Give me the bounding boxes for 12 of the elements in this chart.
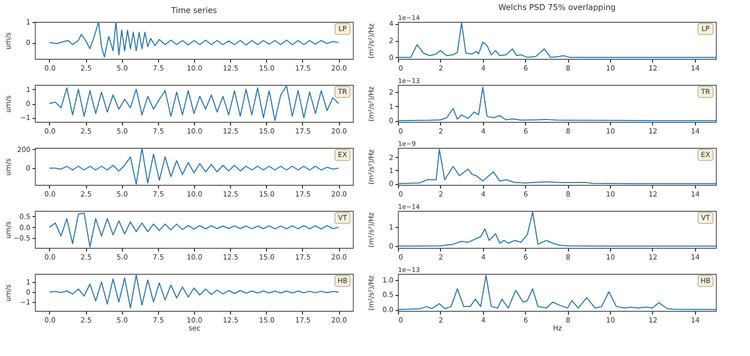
line-series: [48, 85, 340, 122]
line-series: [48, 148, 340, 185]
line-series: [398, 22, 716, 58]
chart-title: Time series: [170, 6, 217, 15]
line-series: [398, 86, 716, 122]
line-series: [48, 212, 340, 248]
line-series: [48, 274, 340, 308]
chart-title: Welchs PSD 75% overlapping: [498, 3, 616, 12]
line-series: [398, 148, 716, 184]
line-series: [398, 211, 716, 247]
line-series: [48, 22, 340, 58]
line-series: [398, 274, 716, 310]
